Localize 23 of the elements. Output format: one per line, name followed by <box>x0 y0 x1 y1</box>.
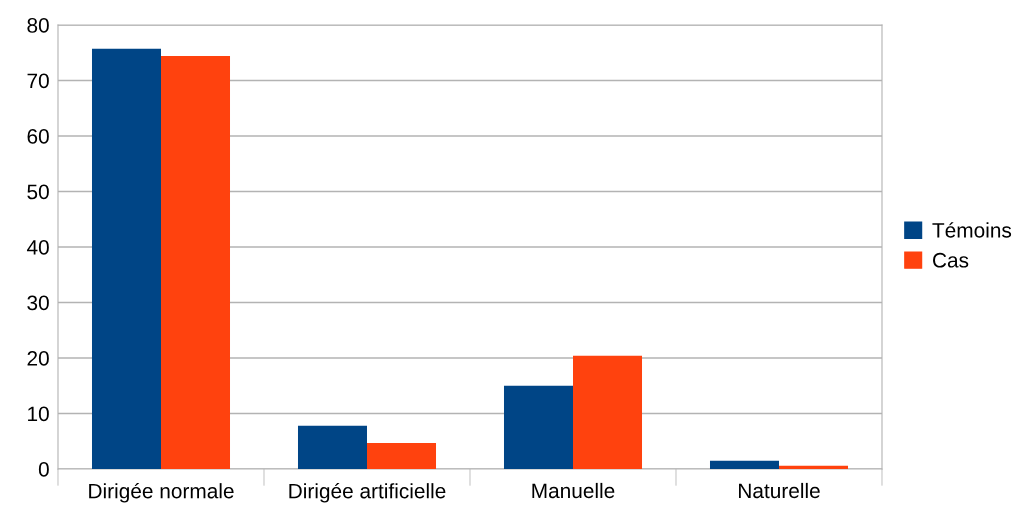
y-tick-label: 70 <box>27 73 49 89</box>
y-tick-label: 50 <box>27 184 49 200</box>
x-tick-label: Dirigée artificielle <box>289 482 446 503</box>
x-tick-label: Manuelle <box>532 482 615 499</box>
bar <box>297 425 367 469</box>
y-tick-label: 30 <box>27 295 49 311</box>
bar <box>709 460 779 469</box>
y-tick-label: 10 <box>28 406 49 422</box>
x-tick-label: Dirigée normale <box>89 482 234 503</box>
legend-label: Cas <box>933 252 969 268</box>
bar <box>573 355 643 469</box>
legend-label: Témoins <box>932 222 1012 238</box>
bar <box>367 442 437 469</box>
bar <box>161 56 231 469</box>
y-tick-label: 0 <box>38 462 49 477</box>
bar <box>503 385 573 469</box>
bar <box>91 48 161 469</box>
bar <box>779 465 849 469</box>
x-tick-label: Naturelle <box>739 482 820 499</box>
y-tick-label: 20 <box>27 351 49 366</box>
y-tick-label: 80 <box>27 18 49 33</box>
y-tick-label: 40 <box>26 240 49 255</box>
y-tick-label: 60 <box>27 129 49 144</box>
